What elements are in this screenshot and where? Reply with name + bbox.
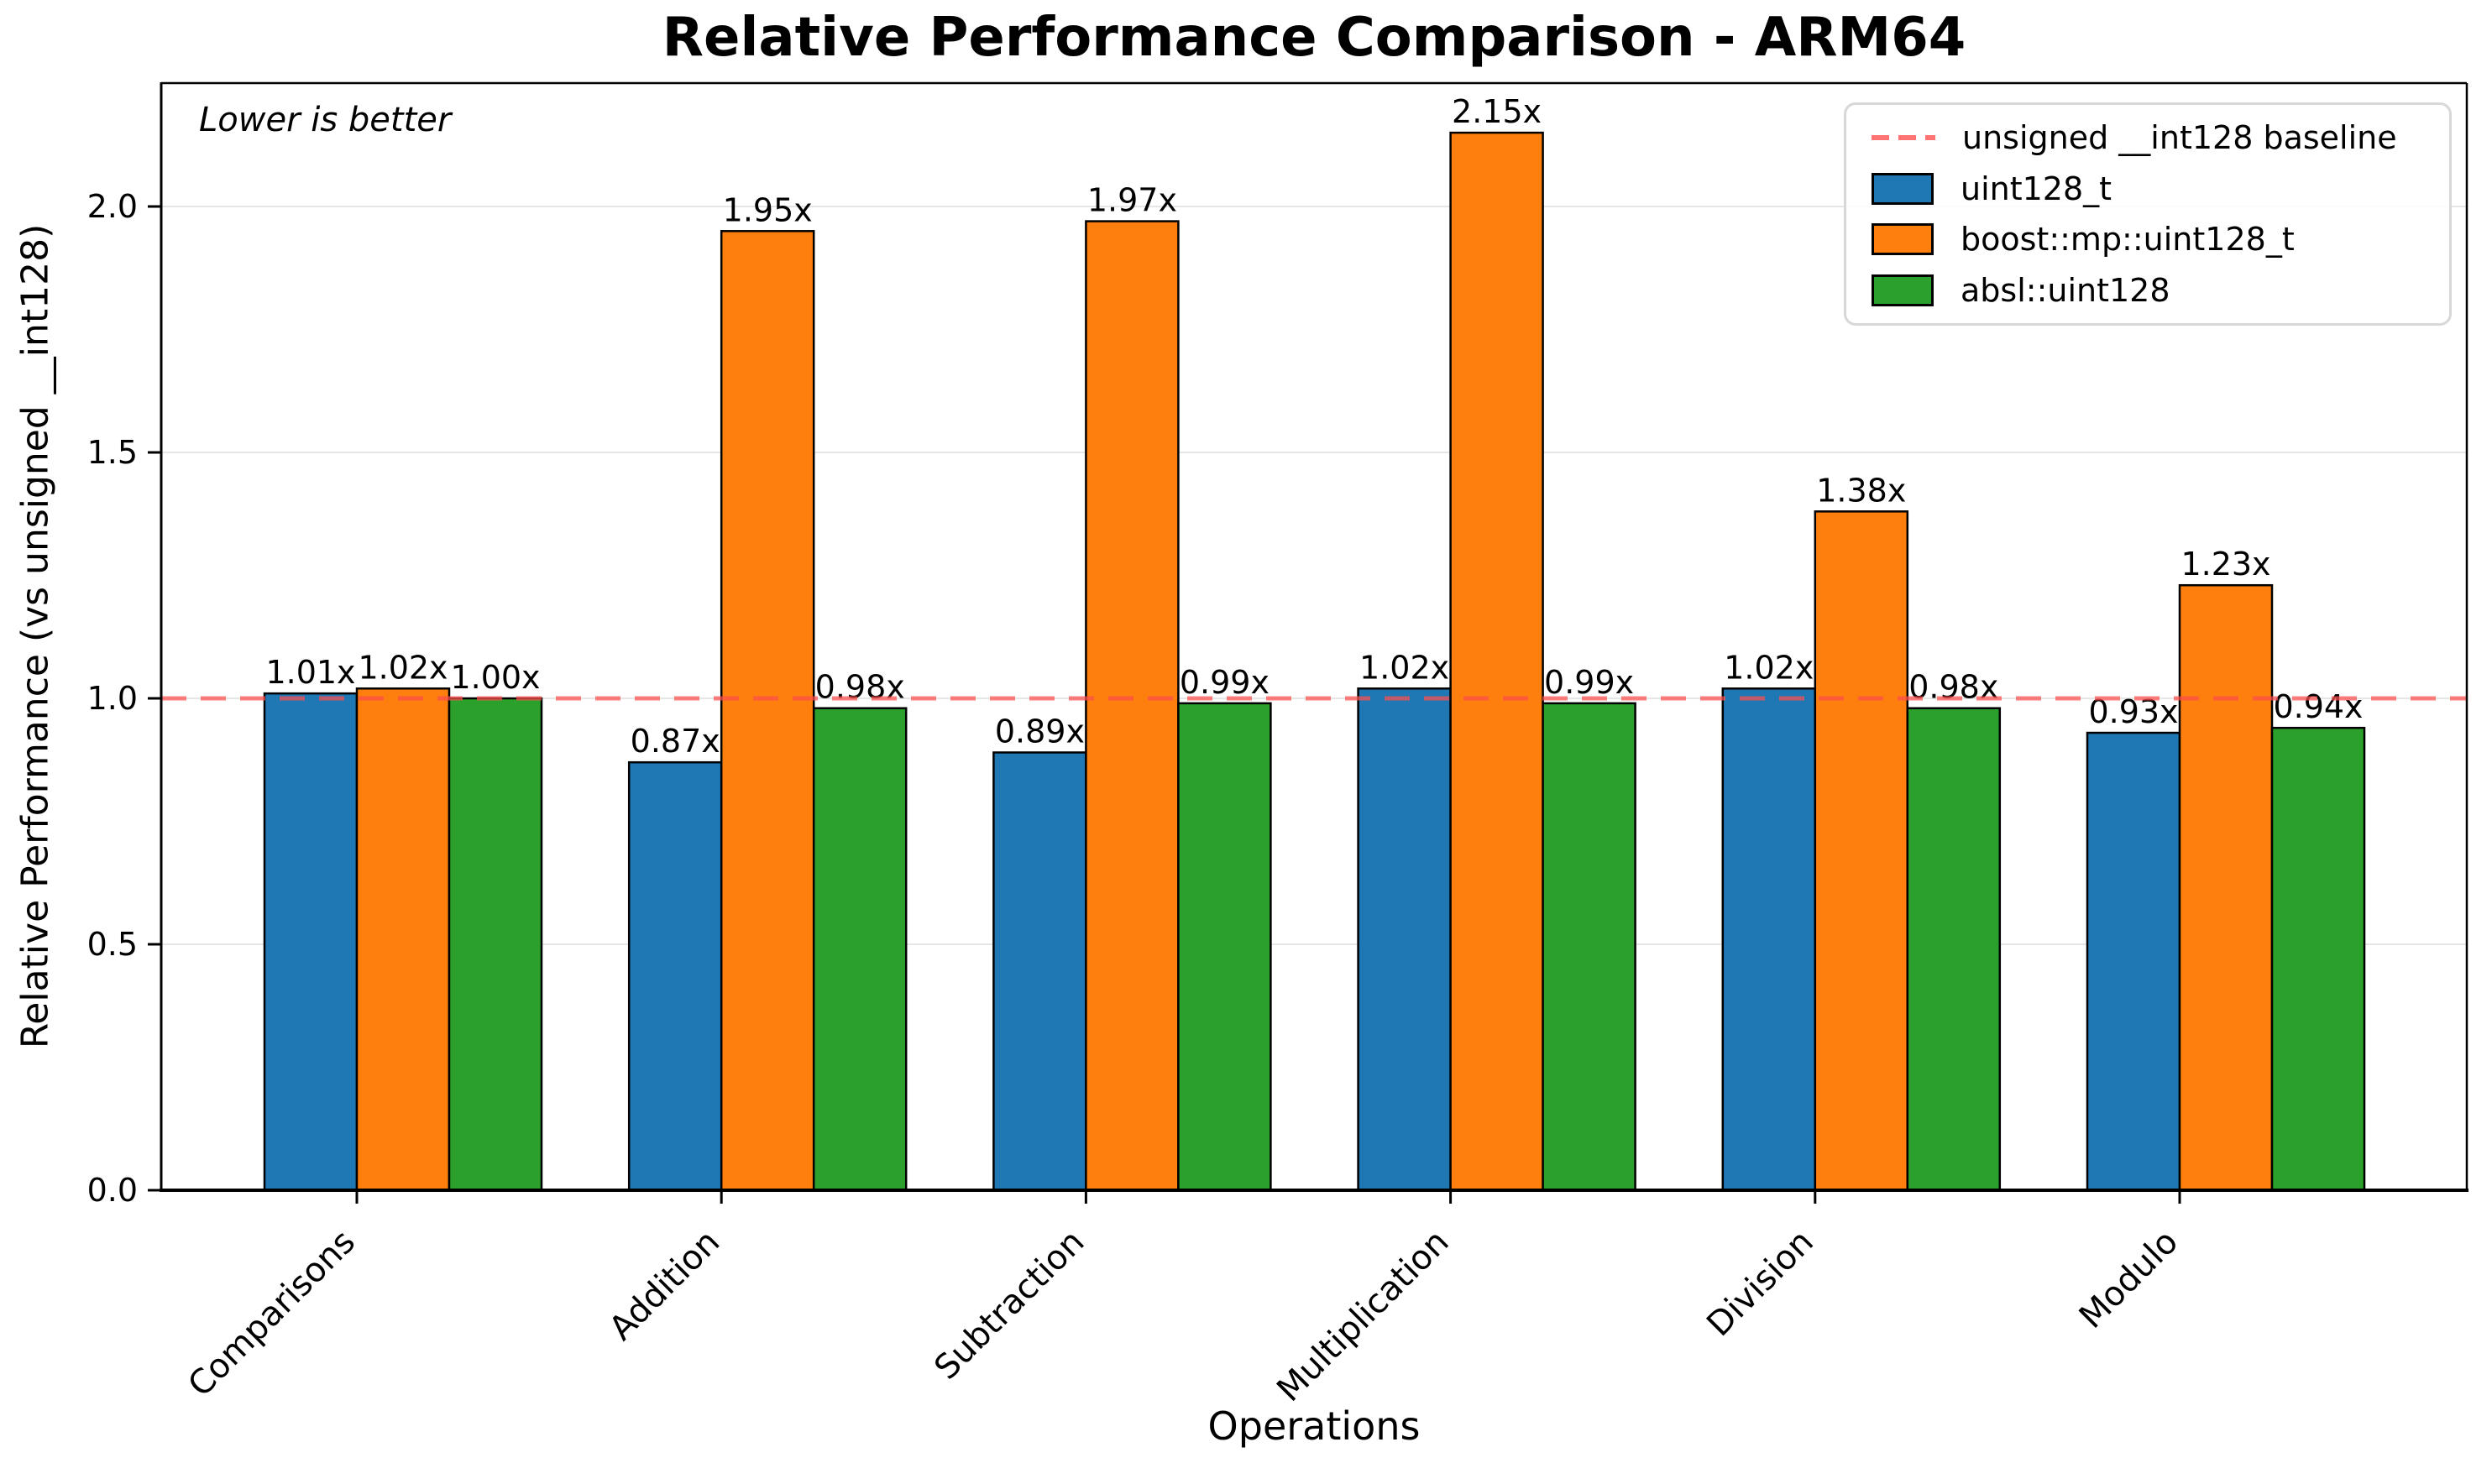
bar-value-label: 1.02x (1724, 649, 1814, 686)
bar-value-label: 1.97x (1087, 182, 1177, 219)
y-axis-label: Relative Performance (vs unsigned __int1… (13, 223, 57, 1049)
x-tick-label-Multiplication: Multiplication (1270, 1223, 1456, 1409)
legend-item: unsigned __int128 baseline (1872, 114, 2449, 161)
x-tick-label-Division: Division (1699, 1223, 1821, 1345)
bar-value-label: 1.00x (450, 659, 540, 696)
bar-value-label: 1.02x (358, 649, 448, 686)
legend-color-swatch (1872, 223, 1934, 256)
legend-label: boost::mp::uint128_t (1961, 221, 2295, 259)
bar-value-label: 0.94x (2273, 688, 2363, 725)
bar-absl::uint128-Subtraction (1177, 702, 1272, 1192)
bar-boost::mp::uint128_t-Multiplication (1449, 131, 1544, 1192)
bar-boost::mp::uint128_t-Comparisons (355, 687, 451, 1192)
bar-uint128_t-Division (1721, 687, 1817, 1192)
legend-dashed-line-swatch (1872, 134, 1935, 140)
bar-uint128_t-Multiplication (1357, 687, 1452, 1192)
bar-absl::uint128-Comparisons (448, 697, 543, 1192)
bar-value-label: 1.02x (1359, 649, 1449, 686)
chart-title: Relative Performance Comparison - ARM64 (662, 7, 1966, 69)
bar-boost::mp::uint128_t-Modulo (2178, 583, 2274, 1192)
bar-uint128_t-Comparisons (263, 692, 359, 1192)
legend-item: boost::mp::uint128_t (1872, 216, 2449, 263)
y-tick-label: 1.5 (87, 434, 138, 471)
y-tick-label: 0.5 (87, 926, 138, 963)
bar-absl::uint128-Division (1906, 707, 2002, 1192)
legend-item: uint128_t (1872, 165, 2449, 212)
bar-boost::mp::uint128_t-Subtraction (1085, 220, 1180, 1192)
bar-boost::mp::uint128_t-Addition (720, 230, 815, 1192)
bar-uint128_t-Addition (627, 760, 723, 1192)
legend-item: absl::uint128 (1872, 267, 2449, 314)
bar-boost::mp::uint128_t-Division (1814, 510, 1909, 1192)
bar-value-label: 1.01x (265, 654, 355, 691)
bar-value-label: 0.99x (1544, 664, 1634, 701)
bar-value-label: 1.38x (1816, 472, 1906, 509)
y-tick-label: 2.0 (87, 188, 138, 225)
bar-absl::uint128-Addition (812, 707, 908, 1192)
x-axis-label: Operations (1207, 1403, 1421, 1449)
legend-label: absl::uint128 (1961, 272, 2170, 310)
legend-color-swatch (1872, 172, 1934, 205)
y-tick-label: 0.0 (87, 1172, 138, 1209)
bar-uint128_t-Subtraction (992, 751, 1087, 1192)
bar-value-label: 1.95x (723, 191, 813, 228)
bar-value-label: 1.23x (2180, 546, 2270, 583)
x-tick-label-Comparisons: Comparisons (181, 1223, 363, 1405)
legend-label: uint128_t (1961, 170, 2112, 207)
bar-absl::uint128-Modulo (2270, 726, 2366, 1192)
lower-is-better-annotation: Lower is better (199, 101, 452, 139)
x-tick-label-Modulo: Modulo (2072, 1223, 2186, 1336)
y-tick-label: 1.0 (87, 680, 138, 717)
bar-uint128_t-Modulo (2086, 731, 2181, 1192)
legend-color-swatch (1872, 274, 1934, 307)
bar-absl::uint128-Multiplication (1542, 702, 1636, 1192)
bar-value-label: 2.15x (1452, 93, 1542, 130)
legend-label: unsigned __int128 baseline (1962, 118, 2397, 156)
bar-value-label: 0.87x (631, 723, 720, 760)
bar-value-label: 0.99x (1180, 664, 1270, 701)
bar-value-label: 0.89x (995, 713, 1085, 750)
x-tick-label-Addition: Addition (602, 1223, 727, 1348)
x-tick-label-Subtraction: Subtraction (927, 1223, 1092, 1387)
